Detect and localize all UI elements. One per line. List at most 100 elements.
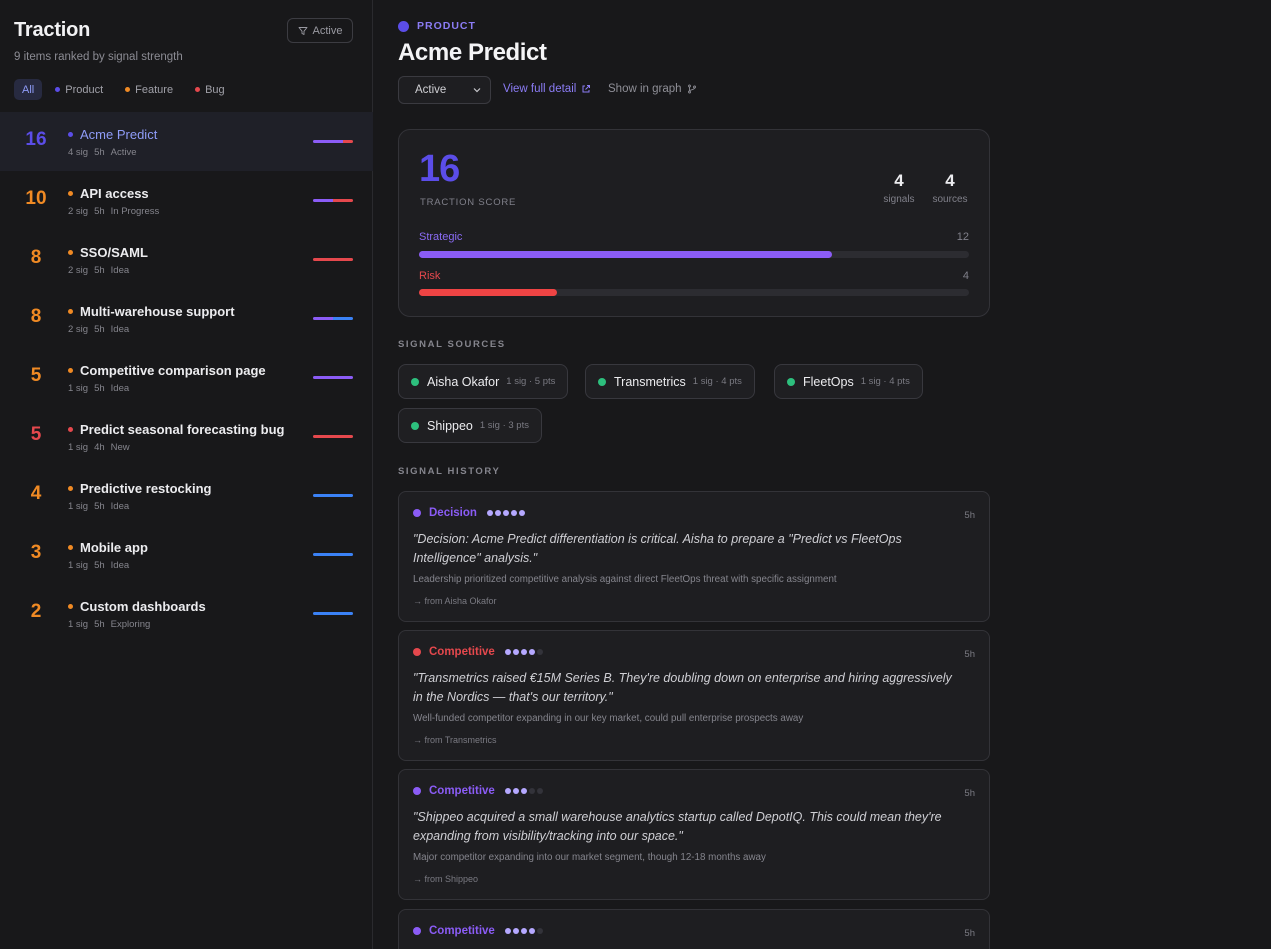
filter-label: All — [22, 83, 35, 96]
filter-label: Feature — [135, 83, 174, 96]
strategic-meter — [419, 251, 969, 258]
signal-type-dot-icon — [413, 787, 421, 795]
item-kind: PRODUCT — [398, 20, 476, 32]
item-signal-count: 2 sig — [68, 324, 89, 335]
signal-type-dot-icon — [413, 509, 421, 517]
strength-pip — [510, 510, 517, 516]
filter-bug[interactable]: Bug — [186, 79, 234, 100]
strategic-value: 12 — [956, 231, 969, 243]
list-item[interactable]: 5 Competitive comparison page 1 sig 5h Idea — [0, 348, 373, 407]
item-age: 5h — [94, 265, 105, 276]
external-link-icon — [582, 85, 591, 93]
item-signal-count: 4 sig — [68, 147, 89, 158]
filter-product[interactable]: Product — [46, 79, 112, 100]
status-select-value: Active — [415, 84, 447, 96]
strength-pip — [502, 510, 509, 516]
item-status: Exploring — [110, 619, 151, 630]
signal-description: Major competitor expanding into our mark… — [413, 852, 766, 863]
strength-pip — [486, 510, 493, 516]
list-item[interactable]: 2 Custom dashboards 1 sig 5h Exploring — [0, 584, 373, 643]
active-filter-button[interactable]: Active — [287, 18, 353, 43]
source-meta: 1 sig · 4 pts — [692, 376, 742, 387]
feature-dot-icon — [125, 87, 131, 92]
source-chip[interactable]: Aisha Okafor 1 sig · 5 pts — [398, 364, 569, 399]
item-mix-bar — [313, 199, 353, 202]
type-dot-icon — [68, 132, 73, 137]
signals-count: 4 — [894, 171, 904, 190]
risk-meter — [419, 289, 969, 296]
item-signal-count: 2 sig — [68, 206, 89, 217]
signal-history-heading: SIGNAL HISTORY — [398, 466, 501, 477]
show-in-graph-link[interactable]: Show in graph — [608, 83, 697, 95]
strength-pip — [528, 928, 535, 934]
filter-all[interactable]: All — [14, 79, 43, 100]
status-select[interactable]: Active — [398, 76, 491, 104]
arrow-right-icon: → — [413, 874, 425, 884]
signal-type: Competitive — [429, 646, 495, 658]
item-signal-count: 1 sig — [68, 619, 89, 630]
signal-from: → from Shippeo — [413, 874, 478, 884]
product-dot-icon — [55, 87, 61, 92]
item-score: 5 — [30, 424, 42, 445]
list-item[interactable]: 4 Predictive restocking 1 sig 5h Idea — [0, 466, 373, 525]
strategic-label: Strategic — [419, 231, 463, 243]
source-status-dot-icon — [787, 377, 795, 386]
item-score: 8 — [30, 306, 42, 327]
strength-pip — [520, 928, 527, 934]
active-filter-label: Active — [312, 24, 343, 37]
item-kind-label: PRODUCT — [417, 20, 476, 32]
signal-history-card[interactable]: Decision 5h "Decision: Acme Predict differ… — [398, 491, 990, 622]
source-chip[interactable]: Transmetrics 1 sig · 4 pts — [585, 364, 755, 399]
strength-pip — [536, 649, 543, 655]
list-item[interactable]: 10 API access 2 sig 5h In Progress — [0, 171, 373, 230]
item-meta: 2 sig 5h Idea — [68, 324, 135, 335]
source-chip[interactable]: Shippeo 1 sig · 3 pts — [398, 408, 542, 443]
item-score: 8 — [30, 247, 42, 268]
bug-dot-icon — [195, 87, 201, 92]
item-title: Acme Predict — [80, 127, 158, 142]
signal-history-card[interactable]: Competitive 5h — [398, 909, 990, 949]
view-full-detail-link[interactable]: View full detail — [503, 83, 591, 95]
strength-pip — [512, 928, 519, 934]
item-title: SSO/SAML — [80, 245, 148, 260]
signal-source: from Aisha Okafor — [424, 596, 497, 606]
item-meta: 1 sig 5h Idea — [68, 501, 135, 512]
signal-time: 5h — [964, 510, 975, 521]
signal-time: 5h — [964, 928, 975, 939]
item-meta: 2 sig 5h Idea — [68, 265, 135, 276]
signal-history-card[interactable]: Competitive 5h "Shippeo acquired a small w… — [398, 769, 990, 900]
item-title: Mobile app — [80, 540, 148, 555]
item-status: Idea — [110, 265, 130, 276]
list-item[interactable]: 8 Multi-warehouse support 2 sig 5h Idea — [0, 289, 373, 348]
strength-pip — [528, 649, 535, 655]
signal-history-card[interactable]: Competitive 5h "Transmetrics raised €15M S… — [398, 630, 990, 761]
signal-type-dot-icon — [413, 927, 421, 935]
item-name: Mobile app — [68, 540, 148, 555]
list-item[interactable]: 8 SSO/SAML 2 sig 5h Idea — [0, 230, 373, 289]
strength-pip — [520, 788, 527, 794]
sidebar-subtitle: 9 items ranked by signal strength — [14, 51, 183, 63]
item-score: 2 — [30, 601, 42, 622]
filter-feature[interactable]: Feature — [116, 79, 182, 100]
item-age: 5h — [94, 560, 105, 571]
item-signal-count: 1 sig — [68, 560, 89, 571]
list-item[interactable]: 3 Mobile app 1 sig 5h Idea — [0, 525, 373, 584]
item-mix-bar — [313, 140, 353, 143]
signal-time: 5h — [964, 788, 975, 799]
graph-icon — [687, 84, 696, 94]
list-item[interactable]: 16 Acme Predict 4 sig 5h Active — [0, 112, 373, 171]
source-name: FleetOps — [803, 374, 854, 389]
item-age: 5h — [94, 324, 105, 335]
list-item[interactable]: 5 Predict seasonal forecasting bug 1 sig 4h… — [0, 407, 373, 466]
sources-label: sources — [932, 194, 968, 205]
signal-header: Competitive — [413, 785, 543, 797]
strength-pip — [512, 788, 519, 794]
signal-header: Competitive — [413, 646, 543, 658]
chevron-down-icon — [473, 88, 481, 93]
item-name: Acme Predict — [68, 127, 157, 142]
show-in-graph-label: Show in graph — [608, 83, 682, 95]
signals-stat: 4 signals — [876, 171, 922, 205]
signal-type: Decision — [429, 507, 477, 519]
type-dot-icon — [68, 604, 73, 609]
source-chip[interactable]: FleetOps 1 sig · 4 pts — [774, 364, 923, 399]
